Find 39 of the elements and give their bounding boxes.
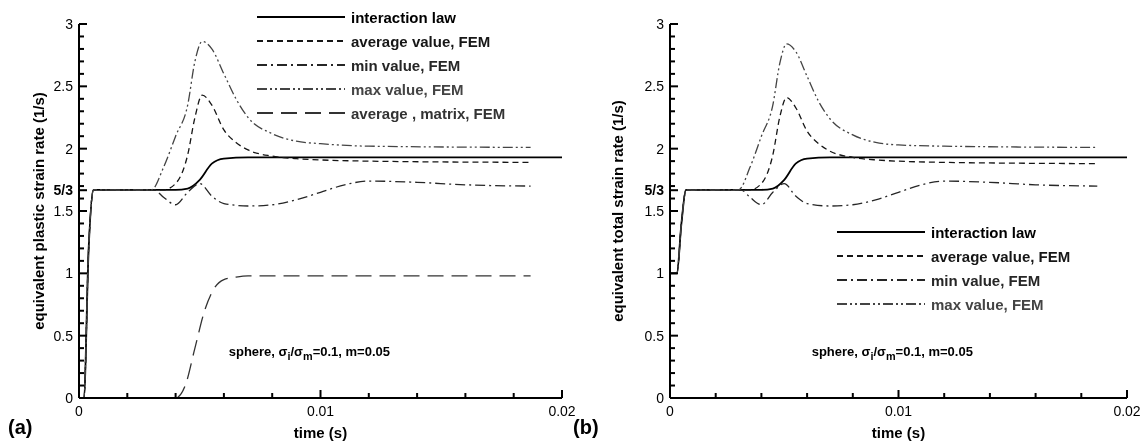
text: max value, FEM	[931, 295, 1044, 313]
text: max value, FEM	[351, 80, 464, 98]
text: interaction law	[351, 8, 457, 26]
y-tick-label: 1	[656, 265, 665, 282]
y-tick-label: 2.5	[53, 78, 74, 95]
y-tick-label: 1.5	[644, 203, 665, 219]
x-tick-label: 0.01	[884, 403, 913, 419]
text: average value, FEM	[931, 247, 1071, 265]
text: average value, FEM	[351, 32, 491, 50]
x-tick-label: 0.01	[306, 403, 335, 419]
annotation: sphere, σ$_{i}$/σ$_{m}$=0.1, m=0.05	[228, 344, 390, 362]
x-axis-title: time (s)	[293, 424, 348, 441]
text: average , matrix, FEM	[351, 104, 506, 122]
y-axis-title: equivalent total strain rate (1/s)	[609, 100, 626, 322]
y-tick-label: 2.5	[644, 78, 665, 95]
y-tick-label: 0	[65, 390, 74, 406]
y-axis-title: equivalent plastic strain rate (1/s)	[30, 92, 47, 330]
annotation: sphere, σ$_{i}$/σ$_{m}$=0.1, m=0.05	[811, 344, 973, 362]
y-tick-label: 0.5	[53, 327, 74, 344]
x-axis-title: time (s)	[871, 424, 926, 441]
x-tick-label: 0.02	[548, 403, 576, 419]
y-tick-label: 5/3	[644, 182, 665, 199]
x-tick-label: 0	[75, 403, 84, 419]
text: interaction law	[931, 223, 1037, 241]
y-tick-label: 2	[656, 140, 665, 157]
y-tick-label: 2	[65, 140, 74, 157]
y-tick-label: 1.5	[53, 203, 74, 219]
y-tick-label: 5/3	[53, 182, 74, 199]
text: (a)	[8, 416, 33, 439]
text: (b)	[573, 416, 599, 439]
y-tick-label: 3	[65, 16, 74, 32]
y-tick-label: 0	[656, 390, 665, 406]
x-tick-label: 0.02	[1113, 403, 1141, 419]
y-tick-label: 0.5	[644, 327, 665, 344]
y-tick-label: 1	[65, 265, 74, 282]
text: min value, FEM	[931, 271, 1041, 289]
text: min value, FEM	[351, 56, 461, 74]
y-tick-label: 3	[656, 16, 665, 32]
x-tick-label: 0	[666, 403, 675, 419]
